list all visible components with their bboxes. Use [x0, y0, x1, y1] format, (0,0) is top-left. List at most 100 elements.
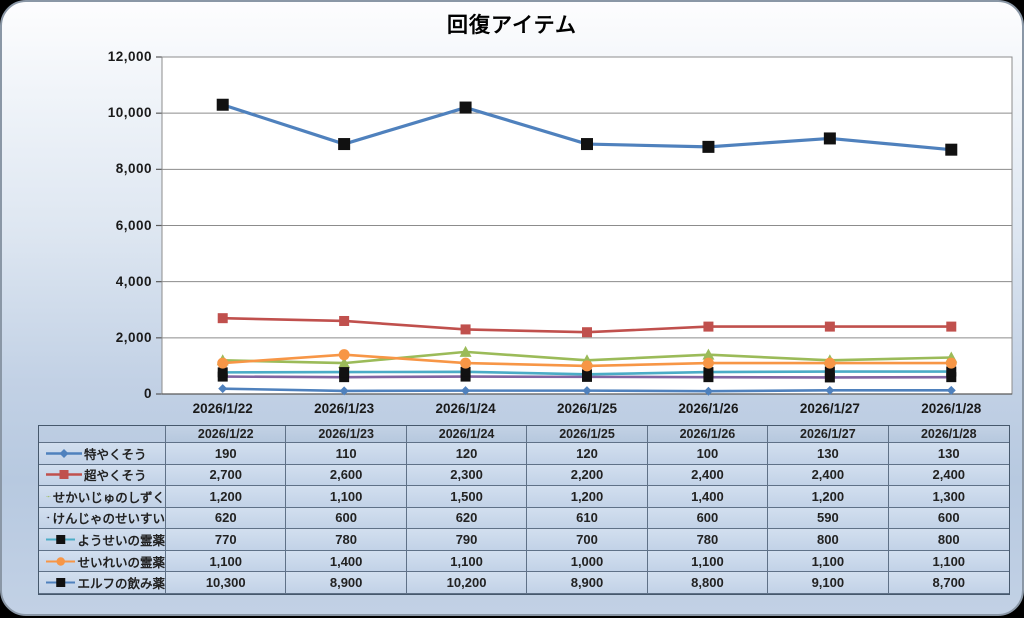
table-value-cell: 2,700 [166, 465, 286, 487]
table-value-cell: 1,300 [889, 486, 1009, 508]
y-axis-label: 2,000 [60, 329, 152, 347]
legend-key-cell: けんじゃのせいすい [39, 508, 166, 530]
legend-key-cell: ようせいの霊薬 [39, 529, 166, 551]
table-value-cell: 2,400 [648, 465, 768, 487]
square-marker-icon [46, 468, 82, 481]
legend-label: せいれいの霊薬 [77, 552, 165, 571]
legend-key-cell: せいれいの霊薬 [39, 551, 166, 573]
table-header-cell: 2026/1/25 [527, 426, 647, 443]
table-value-cell: 620 [166, 508, 286, 530]
data-point-marker [824, 358, 835, 369]
table-value-cell: 130 [889, 443, 1009, 465]
data-point-marker [460, 358, 471, 369]
table-header-cell: 2026/1/26 [648, 426, 768, 443]
table-value-cell: 1,200 [166, 486, 286, 508]
data-point-marker [339, 316, 349, 326]
table-value-cell: 2,400 [889, 465, 1009, 487]
x-axis-label: 2026/1/23 [279, 400, 409, 417]
table-value-cell: 110 [286, 443, 406, 465]
table-value-cell: 1,200 [768, 486, 888, 508]
y-axis-label: 0 [60, 385, 152, 403]
table-value-cell: 2,300 [407, 465, 527, 487]
table-value-cell: 130 [768, 443, 888, 465]
data-point-marker [460, 102, 472, 114]
table-value-cell: 8,700 [889, 572, 1009, 594]
table-header-cell: 2026/1/24 [407, 426, 527, 443]
legend-key-cell: 特やくそう [39, 443, 166, 465]
x-axis-label: 2026/1/27 [765, 400, 895, 417]
table-value-cell: 8,900 [286, 572, 406, 594]
data-point-marker [946, 358, 957, 369]
square-marker-icon [46, 576, 75, 589]
table-value-cell: 600 [648, 508, 768, 530]
table-value-cell: 770 [166, 529, 286, 551]
table-corner-cell [39, 426, 166, 443]
table-value-cell: 2,200 [527, 465, 647, 487]
y-axis-label: 8,000 [60, 160, 152, 178]
y-axis-label: 10,000 [60, 104, 152, 122]
data-point-marker [703, 358, 714, 369]
table-value-cell: 10,200 [407, 572, 527, 594]
table-value-cell: 8,800 [648, 572, 768, 594]
data-point-marker [217, 358, 228, 369]
table-value-cell: 8,900 [527, 572, 647, 594]
table-value-cell: 780 [648, 529, 768, 551]
table-header-cell: 2026/1/22 [166, 426, 286, 443]
data-point-marker [581, 138, 593, 150]
x-axis-label: 2026/1/28 [886, 400, 1016, 417]
y-axis-label: 6,000 [60, 217, 152, 235]
table-value-cell: 1,400 [648, 486, 768, 508]
x-axis-label: 2026/1/26 [643, 400, 773, 417]
legend-label: ようせいの霊薬 [77, 530, 165, 549]
data-point-marker [825, 322, 835, 332]
legend-key-cell: エルフの飲み薬 [39, 572, 166, 594]
table-value-cell: 800 [889, 529, 1009, 551]
table-value-cell: 610 [527, 508, 647, 530]
data-point-marker [217, 99, 229, 111]
x-axis-label: 2026/1/24 [401, 400, 531, 417]
data-point-marker [461, 324, 471, 334]
table-value-cell: 190 [166, 443, 286, 465]
data-point-marker [339, 349, 350, 360]
table-header-cell: 2026/1/23 [286, 426, 406, 443]
data-point-marker [702, 141, 714, 153]
table-value-cell: 1,400 [286, 551, 406, 573]
triangle-marker-icon [46, 490, 51, 503]
data-point-marker [218, 313, 228, 323]
table-value-cell: 700 [527, 529, 647, 551]
table-value-cell: 1,100 [286, 486, 406, 508]
table-value-cell: 100 [648, 443, 768, 465]
table-value-cell: 1,100 [166, 551, 286, 573]
table-value-cell: 780 [286, 529, 406, 551]
table-value-cell: 2,400 [768, 465, 888, 487]
data-point-marker [703, 322, 713, 332]
data-point-marker [339, 367, 349, 377]
legend-label: せかいじゅのしずく [53, 487, 165, 506]
table-value-cell: 620 [407, 508, 527, 530]
legend-key-cell: せかいじゅのしずく [39, 486, 166, 508]
table-value-cell: 10,300 [166, 572, 286, 594]
table-value-cell: 1,000 [527, 551, 647, 573]
data-point-marker [946, 322, 956, 332]
data-point-marker [945, 144, 957, 156]
table-value-cell: 1,200 [527, 486, 647, 508]
table-value-cell: 2,600 [286, 465, 406, 487]
square-marker-icon [46, 511, 50, 524]
table-value-cell: 1,100 [889, 551, 1009, 573]
table-value-cell: 1,500 [407, 486, 527, 508]
data-point-marker [582, 327, 592, 337]
data-point-marker [824, 132, 836, 144]
table-value-cell: 600 [286, 508, 406, 530]
table-header-cell: 2026/1/27 [768, 426, 888, 443]
circle-marker-icon [46, 555, 75, 568]
table-header-cell: 2026/1/28 [889, 426, 1009, 443]
table-value-cell: 9,100 [768, 572, 888, 594]
data-point-marker [582, 360, 593, 371]
table-value-cell: 600 [889, 508, 1009, 530]
data-point-marker [338, 138, 350, 150]
legend-key-cell: 超やくそう [39, 465, 166, 487]
square-marker-icon [46, 533, 75, 546]
legend-label: けんじゃのせいすい [52, 508, 165, 527]
